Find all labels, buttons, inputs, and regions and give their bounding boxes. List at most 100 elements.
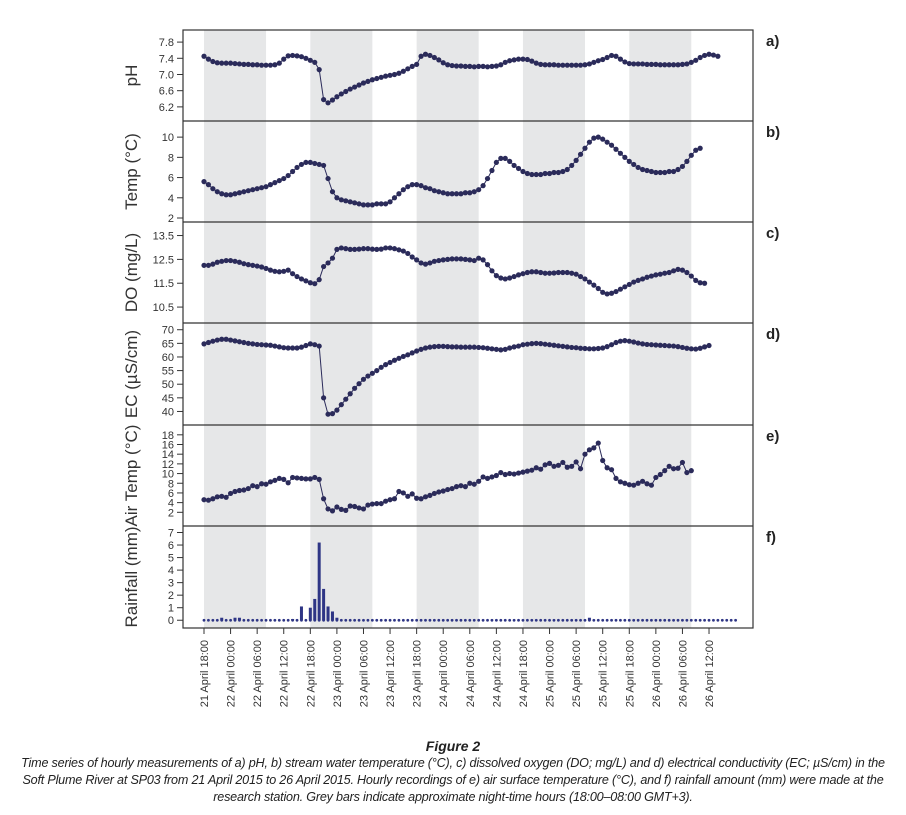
data-point bbox=[515, 165, 522, 172]
data-point bbox=[484, 262, 491, 268]
data-point bbox=[639, 341, 646, 347]
data-point bbox=[458, 63, 464, 69]
data-point bbox=[321, 496, 327, 502]
night-band bbox=[629, 30, 692, 628]
data-point bbox=[241, 189, 247, 195]
data-point bbox=[374, 500, 380, 507]
data-point bbox=[648, 273, 655, 279]
data-point bbox=[679, 344, 686, 351]
data-point bbox=[693, 57, 699, 63]
data-point bbox=[307, 341, 313, 347]
data-point bbox=[644, 481, 650, 487]
data-point bbox=[236, 61, 243, 67]
data-point bbox=[631, 61, 637, 67]
data-point bbox=[679, 61, 686, 67]
data-point bbox=[639, 61, 646, 67]
rain-point bbox=[579, 618, 582, 622]
data-point bbox=[693, 147, 699, 153]
rain-point bbox=[658, 618, 662, 622]
y-tick-label: 55 bbox=[162, 366, 174, 378]
data-point bbox=[227, 60, 234, 66]
data-point bbox=[294, 475, 300, 481]
rain-point bbox=[627, 618, 631, 622]
data-point bbox=[334, 246, 340, 252]
data-point bbox=[285, 345, 291, 351]
data-point bbox=[480, 257, 486, 263]
data-point bbox=[511, 162, 517, 169]
data-point bbox=[245, 61, 251, 67]
data-point bbox=[369, 77, 375, 83]
y-tick-label: 0 bbox=[168, 615, 174, 627]
data-point bbox=[622, 154, 628, 160]
data-point bbox=[272, 343, 278, 349]
data-point bbox=[396, 70, 402, 76]
x-tick-label: 24 April 12:00 bbox=[491, 640, 503, 707]
data-point bbox=[267, 479, 274, 485]
data-point bbox=[653, 342, 659, 348]
data-point bbox=[608, 290, 615, 296]
data-point bbox=[670, 268, 677, 274]
data-point bbox=[453, 256, 460, 262]
y-tick-label: 60 bbox=[162, 352, 174, 364]
data-point bbox=[631, 279, 637, 285]
rain-point bbox=[574, 618, 578, 622]
data-point bbox=[573, 345, 579, 351]
data-point bbox=[546, 170, 553, 177]
data-point bbox=[591, 282, 597, 288]
data-point bbox=[414, 182, 420, 188]
rain-point bbox=[645, 618, 649, 622]
rain-point bbox=[450, 618, 454, 622]
data-point bbox=[436, 189, 442, 195]
data-point bbox=[467, 63, 473, 69]
data-point bbox=[657, 169, 663, 176]
data-point bbox=[245, 188, 251, 194]
data-point bbox=[321, 263, 327, 270]
data-point bbox=[520, 271, 526, 277]
data-point bbox=[697, 145, 703, 151]
data-point bbox=[693, 277, 699, 283]
data-point bbox=[471, 64, 477, 70]
data-point bbox=[480, 345, 486, 351]
rain-point bbox=[304, 618, 308, 622]
data-point bbox=[258, 185, 265, 191]
rain-point bbox=[592, 618, 596, 622]
data-point bbox=[520, 168, 526, 175]
data-point bbox=[493, 273, 499, 279]
x-tick-label: 26 April 00:00 bbox=[651, 640, 663, 707]
data-point bbox=[622, 338, 628, 344]
y-axis-label: Temp (°C) bbox=[122, 133, 141, 210]
data-point bbox=[219, 493, 225, 499]
data-point bbox=[347, 246, 353, 252]
data-point bbox=[245, 262, 251, 268]
data-point bbox=[250, 187, 256, 193]
rain-point bbox=[211, 618, 215, 622]
data-point bbox=[604, 54, 610, 61]
x-tick-label: 22 April 06:00 bbox=[252, 640, 264, 707]
data-point bbox=[515, 470, 522, 476]
data-point bbox=[684, 345, 690, 351]
data-point bbox=[524, 56, 530, 63]
data-point bbox=[254, 484, 260, 490]
data-point bbox=[334, 407, 340, 413]
data-point bbox=[520, 342, 526, 348]
data-point bbox=[312, 342, 318, 348]
data-point bbox=[538, 341, 544, 347]
data-point bbox=[507, 275, 513, 281]
data-point bbox=[591, 346, 597, 352]
data-point bbox=[343, 507, 349, 513]
y-tick-label: 5 bbox=[168, 553, 174, 565]
y-tick-label: 40 bbox=[162, 406, 174, 418]
data-point bbox=[511, 57, 517, 63]
data-point bbox=[378, 364, 384, 370]
data-point bbox=[489, 346, 495, 352]
data-point bbox=[617, 479, 624, 485]
data-point bbox=[653, 61, 659, 67]
data-point bbox=[418, 183, 424, 189]
data-point bbox=[272, 268, 278, 274]
rain-point bbox=[366, 618, 370, 622]
data-point bbox=[347, 391, 353, 397]
data-point bbox=[507, 58, 513, 64]
data-point bbox=[258, 62, 265, 68]
data-point bbox=[600, 56, 606, 63]
data-point bbox=[600, 345, 606, 351]
